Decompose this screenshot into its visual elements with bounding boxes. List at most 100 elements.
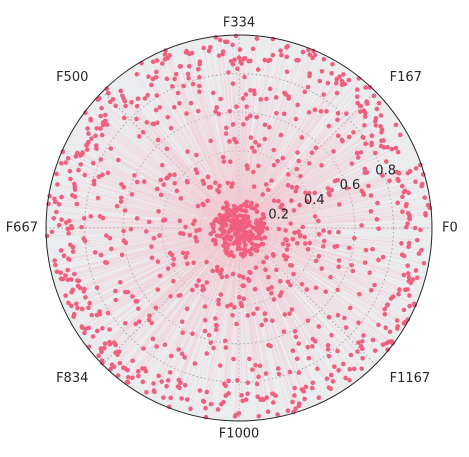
data-point xyxy=(405,317,411,322)
data-point xyxy=(262,122,268,128)
data-point xyxy=(61,253,67,259)
data-point xyxy=(65,226,70,232)
data-point xyxy=(94,285,100,290)
data-point xyxy=(242,55,248,61)
data-point xyxy=(234,104,239,110)
data-point xyxy=(182,382,188,388)
data-point xyxy=(300,224,306,230)
data-point xyxy=(213,241,218,247)
data-point xyxy=(217,363,223,368)
data-point xyxy=(230,122,236,127)
data-point xyxy=(317,78,323,84)
data-point xyxy=(155,259,161,264)
data-point xyxy=(157,233,162,238)
data-point xyxy=(152,389,157,395)
data-stem xyxy=(238,57,313,229)
data-point xyxy=(316,218,321,224)
data-point xyxy=(327,229,332,235)
data-point xyxy=(358,109,363,114)
data-point xyxy=(335,111,341,116)
data-point xyxy=(406,271,411,276)
data-point xyxy=(174,188,180,194)
data-point xyxy=(187,232,193,238)
data-point xyxy=(201,202,206,208)
data-point xyxy=(347,377,352,383)
data-point xyxy=(216,297,221,303)
data-point xyxy=(157,105,163,110)
data-point xyxy=(359,223,364,228)
data-point xyxy=(150,59,156,65)
data-stem xyxy=(112,99,240,229)
data-point xyxy=(149,320,154,326)
data-point xyxy=(208,231,214,237)
data-point xyxy=(212,218,218,224)
data-point xyxy=(196,278,201,283)
data-point xyxy=(220,51,225,57)
data-point xyxy=(241,122,246,127)
data-stem xyxy=(191,52,240,229)
data-point xyxy=(176,347,181,352)
data-point xyxy=(186,63,192,69)
data-point xyxy=(156,209,161,214)
data-point xyxy=(329,187,335,193)
data-point xyxy=(208,138,213,144)
radial-tick-label: 0.2 xyxy=(268,208,289,223)
data-point xyxy=(253,362,258,368)
data-point xyxy=(79,224,84,230)
angular-tick-label: F667 xyxy=(6,221,38,236)
data-point xyxy=(225,180,231,186)
data-point xyxy=(404,201,409,207)
data-point xyxy=(236,231,242,237)
data-point xyxy=(230,312,235,318)
data-point xyxy=(51,215,57,221)
data-point xyxy=(419,247,424,253)
data-point xyxy=(257,363,263,369)
data-point xyxy=(177,100,182,106)
data-point xyxy=(203,405,208,411)
data-point xyxy=(195,66,201,72)
data-point xyxy=(312,214,318,219)
data-stem xyxy=(238,58,246,229)
data-point xyxy=(362,170,368,176)
data-stem xyxy=(125,227,240,324)
data-point xyxy=(149,82,154,88)
data-point xyxy=(264,255,269,260)
data-point xyxy=(418,227,423,233)
data-point xyxy=(306,355,312,361)
data-stem xyxy=(238,87,366,229)
data-point xyxy=(162,342,168,348)
data-point xyxy=(143,229,149,234)
data-point xyxy=(151,235,157,241)
data-point xyxy=(165,378,171,383)
data-point xyxy=(225,246,230,251)
data-point xyxy=(181,83,186,89)
data-point xyxy=(227,139,232,144)
data-point xyxy=(194,283,200,288)
data-point xyxy=(288,221,293,226)
data-point xyxy=(374,106,380,112)
data-point xyxy=(413,166,419,171)
data-point xyxy=(306,190,312,196)
data-point xyxy=(404,224,409,230)
angular-tick-label: F500 xyxy=(56,70,88,85)
radial-tick-labels: 0.2 0.4 0.6 0.8 xyxy=(268,163,396,222)
data-point xyxy=(104,122,110,127)
data-point xyxy=(194,170,200,176)
data-point xyxy=(296,158,302,164)
data-point xyxy=(72,187,78,192)
data-point xyxy=(96,174,102,180)
data-point xyxy=(194,238,199,244)
data-point xyxy=(78,162,84,167)
data-point xyxy=(205,174,211,180)
data-point xyxy=(347,305,353,311)
data-point xyxy=(355,349,360,354)
data-point xyxy=(185,179,190,185)
data-point xyxy=(164,76,170,82)
data-point xyxy=(237,295,242,300)
data-point xyxy=(292,393,297,398)
data-point xyxy=(81,215,87,221)
data-point xyxy=(66,300,71,306)
data-point xyxy=(52,199,58,205)
data-point xyxy=(125,380,131,385)
data-point xyxy=(332,178,338,184)
